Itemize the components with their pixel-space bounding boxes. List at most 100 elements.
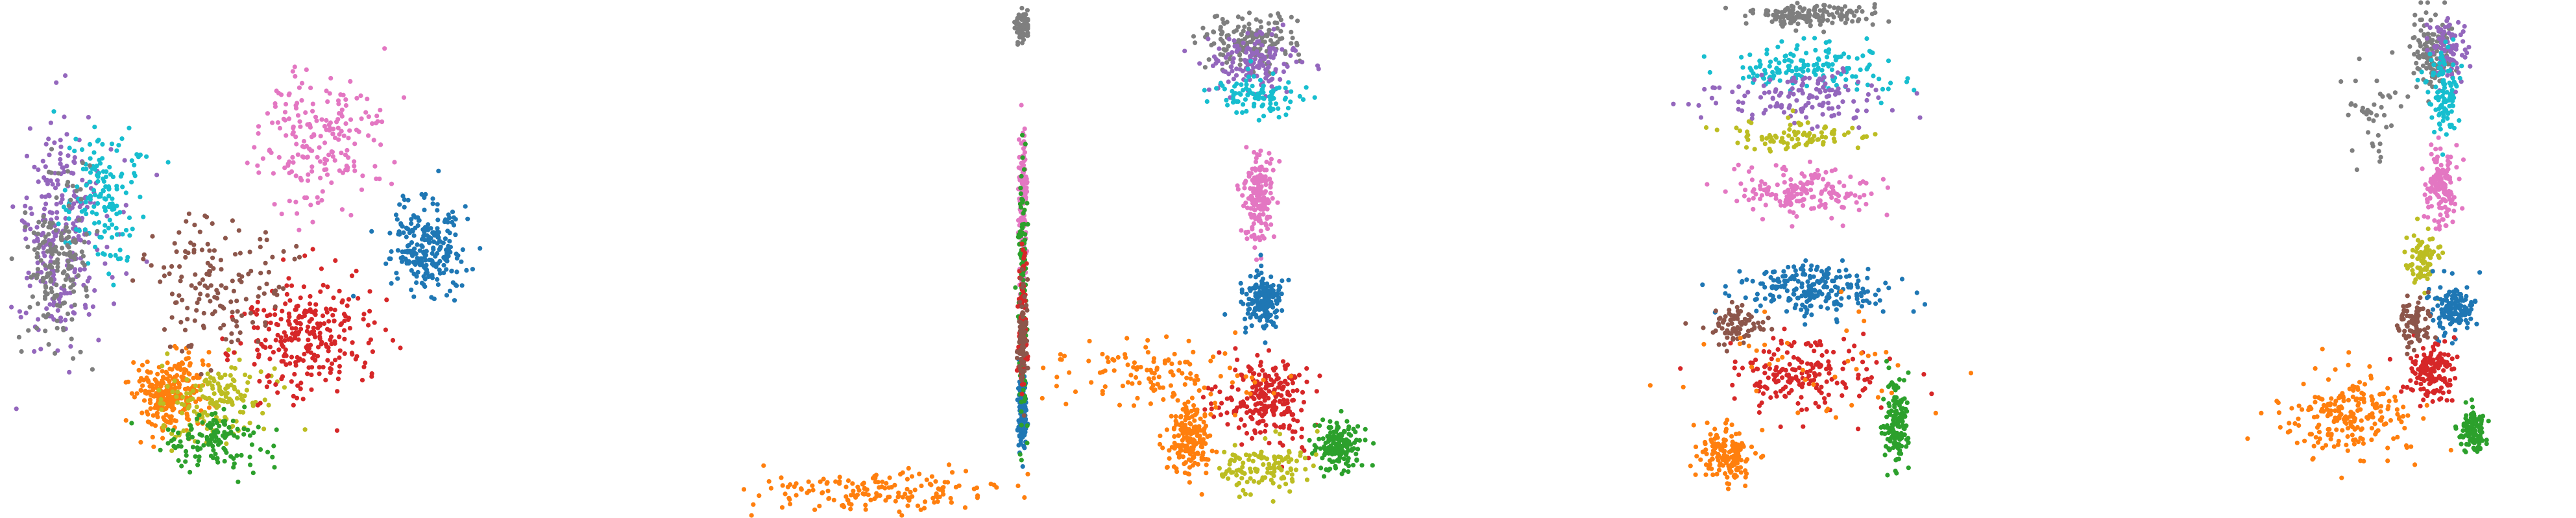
data-point: [1783, 53, 1788, 58]
data-point: [324, 344, 329, 349]
data-point: [308, 203, 313, 208]
data-point: [1266, 348, 1272, 353]
data-point: [1326, 467, 1331, 473]
data-point: [354, 268, 359, 274]
data-point: [284, 133, 289, 138]
data-point: [351, 293, 356, 299]
data-point: [289, 354, 295, 360]
data-point: [422, 284, 428, 290]
data-point: [195, 439, 200, 445]
data-point: [1830, 20, 1835, 25]
data-point: [419, 191, 424, 197]
data-point: [337, 334, 342, 339]
data-point: [1865, 92, 1871, 97]
cluster-purple-2: [1671, 66, 1923, 132]
data-point: [395, 217, 400, 222]
data-point: [1252, 371, 1257, 376]
data-point: [286, 116, 292, 121]
data-point: [1213, 60, 1219, 66]
data-point: [426, 222, 431, 227]
data-point: [741, 487, 747, 492]
data-point: [1193, 40, 1198, 45]
data-point: [1702, 86, 1707, 92]
data-point: [1255, 302, 1261, 308]
data-point: [1054, 384, 1059, 389]
data-point: [176, 293, 182, 298]
data-point: [276, 347, 282, 352]
data-point: [140, 362, 145, 368]
data-point: [963, 469, 969, 474]
data-point: [1174, 422, 1179, 427]
data-point: [1713, 101, 1719, 106]
data-point: [1707, 69, 1712, 75]
data-point: [1023, 418, 1028, 423]
data-point: [207, 248, 212, 253]
data-point: [300, 154, 305, 159]
data-point: [1795, 1, 1800, 6]
data-point: [332, 307, 337, 313]
data-point: [431, 262, 437, 267]
data-point: [1746, 169, 1752, 174]
data-point: [43, 142, 49, 147]
data-point: [178, 278, 183, 284]
data-point: [1812, 7, 1817, 12]
data-point: [1202, 431, 1207, 436]
data-point: [1845, 130, 1851, 135]
data-point: [1320, 456, 1325, 461]
data-point: [1786, 94, 1792, 99]
data-point: [447, 239, 452, 244]
data-point: [318, 134, 323, 139]
data-point: [75, 184, 80, 190]
data-point: [1779, 103, 1784, 108]
data-point: [1773, 57, 1779, 62]
data-point: [1795, 10, 1801, 16]
data-point: [1300, 60, 1305, 65]
data-point: [158, 279, 163, 284]
data-point: [333, 258, 338, 263]
data-point: [247, 421, 252, 426]
data-point: [1204, 471, 1209, 476]
data-point: [1202, 412, 1208, 417]
data-point: [441, 270, 446, 275]
data-point: [1856, 5, 1862, 10]
data-point: [1267, 441, 1272, 446]
data-point: [837, 475, 842, 480]
data-point: [1230, 380, 1235, 385]
data-point: [291, 130, 296, 135]
data-point: [215, 381, 221, 386]
data-point: [1295, 18, 1300, 23]
data-point: [1815, 137, 1820, 142]
data-point: [1773, 89, 1778, 94]
data-point: [35, 272, 40, 278]
data-point: [215, 291, 221, 296]
data-point: [96, 138, 101, 143]
data-point: [443, 236, 448, 241]
data-point: [1246, 457, 1252, 462]
data-point: [144, 154, 149, 159]
data-point: [223, 351, 228, 356]
data-point: [1188, 376, 1193, 381]
data-point: [1805, 62, 1810, 68]
data-point: [1812, 69, 1817, 75]
data-point: [1791, 53, 1796, 58]
data-point: [43, 284, 48, 289]
data-point: [330, 149, 335, 154]
data-point: [1023, 238, 1028, 243]
data-point: [1827, 106, 1832, 111]
data-point: [851, 488, 856, 493]
data-point: [1788, 20, 1793, 25]
data-point: [1870, 22, 1875, 27]
data-point: [228, 299, 234, 304]
data-point: [1821, 29, 1827, 34]
data-point: [1346, 439, 1352, 445]
data-point: [1779, 139, 1784, 144]
data-point: [221, 406, 226, 412]
data-point: [1254, 314, 1259, 320]
data-point: [114, 225, 119, 230]
data-point: [1905, 76, 1910, 81]
data-point: [1768, 139, 1773, 144]
data-point: [1267, 389, 1272, 394]
data-point: [1244, 82, 1249, 87]
data-point: [275, 390, 280, 395]
data-point: [223, 236, 228, 241]
